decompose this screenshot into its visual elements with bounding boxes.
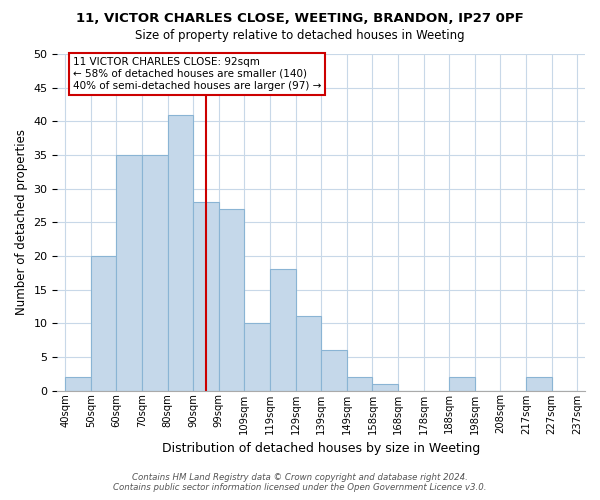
Bar: [219, 209, 244, 390]
Bar: [91, 256, 116, 390]
Bar: [347, 377, 373, 390]
Bar: [296, 316, 321, 390]
Bar: [373, 384, 398, 390]
Bar: [142, 155, 167, 390]
Bar: [449, 377, 475, 390]
Bar: [270, 270, 296, 390]
Bar: [321, 350, 347, 391]
Text: 11, VICTOR CHARLES CLOSE, WEETING, BRANDON, IP27 0PF: 11, VICTOR CHARLES CLOSE, WEETING, BRAND…: [76, 12, 524, 26]
Bar: [244, 323, 270, 390]
Bar: [116, 155, 142, 390]
X-axis label: Distribution of detached houses by size in Weeting: Distribution of detached houses by size …: [162, 442, 481, 455]
Bar: [526, 377, 552, 390]
Bar: [65, 377, 91, 390]
Bar: [193, 202, 219, 390]
Text: Size of property relative to detached houses in Weeting: Size of property relative to detached ho…: [135, 29, 465, 42]
Y-axis label: Number of detached properties: Number of detached properties: [15, 130, 28, 316]
Text: 11 VICTOR CHARLES CLOSE: 92sqm
← 58% of detached houses are smaller (140)
40% of: 11 VICTOR CHARLES CLOSE: 92sqm ← 58% of …: [73, 58, 321, 90]
Bar: [167, 114, 193, 390]
Text: Contains HM Land Registry data © Crown copyright and database right 2024.
Contai: Contains HM Land Registry data © Crown c…: [113, 473, 487, 492]
